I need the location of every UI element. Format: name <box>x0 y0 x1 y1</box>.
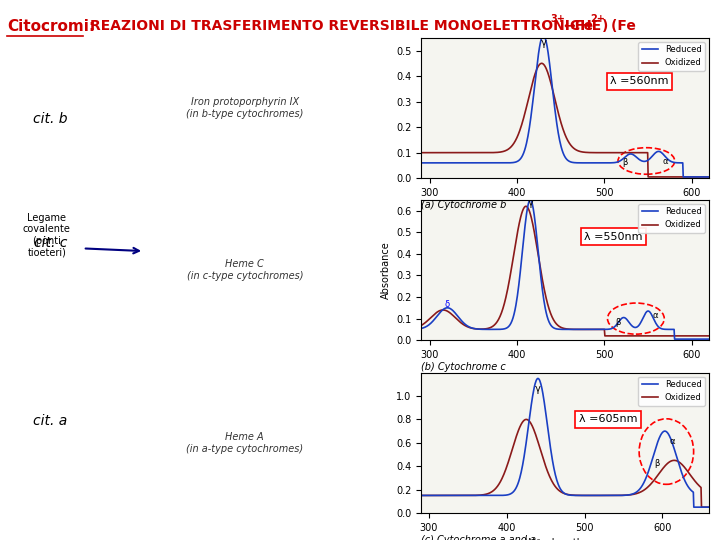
X-axis label: Wavelength, nm: Wavelength, nm <box>525 538 606 540</box>
Text: Iron protoporphyrin IX
(in b-type cytochromes): Iron protoporphyrin IX (in b-type cytoch… <box>186 97 304 119</box>
Text: α: α <box>670 436 675 446</box>
Text: (a) Cytochrome b: (a) Cytochrome b <box>421 200 507 210</box>
Text: (b) Cytochrome c: (b) Cytochrome c <box>421 362 506 372</box>
Text: 3+: 3+ <box>550 14 565 24</box>
Y-axis label: Absorbance: Absorbance <box>381 241 390 299</box>
Text: Heme A
(in a-type cytochromes): Heme A (in a-type cytochromes) <box>186 432 303 454</box>
Legend: Reduced, Oxidized: Reduced, Oxidized <box>639 42 705 71</box>
Text: λ =560nm: λ =560nm <box>610 76 669 86</box>
Text: Legame
covalente
(ponti
tioeteri): Legame covalente (ponti tioeteri) <box>23 213 71 257</box>
Text: (c) Cytochrome a and a₃: (c) Cytochrome a and a₃ <box>421 535 540 540</box>
Text: β: β <box>654 459 660 468</box>
Text: γ: γ <box>541 38 546 48</box>
Legend: Reduced, Oxidized: Reduced, Oxidized <box>639 204 705 233</box>
Text: cit. b: cit. b <box>33 112 68 126</box>
Text: λ =605nm: λ =605nm <box>579 414 637 424</box>
Text: cit. a: cit. a <box>33 414 68 428</box>
Text: cit. c: cit. c <box>34 236 67 250</box>
Text: γ: γ <box>535 383 541 394</box>
Text: ↔Fe: ↔Fe <box>563 19 593 33</box>
Text: Heme C
(in c-type cytochromes): Heme C (in c-type cytochromes) <box>186 259 303 281</box>
Text: ): ) <box>602 19 608 33</box>
Text: α: α <box>663 157 668 166</box>
Text: REAZIONI DI TRASFERIMENTO REVERSIBILE MONOELETTRONICHE  (Fe: REAZIONI DI TRASFERIMENTO REVERSIBILE MO… <box>90 19 636 33</box>
Text: β: β <box>615 318 620 327</box>
Text: 2+: 2+ <box>590 14 606 24</box>
Legend: Reduced, Oxidized: Reduced, Oxidized <box>639 377 705 406</box>
Text: λ =550nm: λ =550nm <box>584 232 642 241</box>
Text: δ: δ <box>445 300 450 309</box>
Text: β: β <box>622 158 627 167</box>
Text: γ: γ <box>527 198 534 208</box>
Text: Citocromi:: Citocromi: <box>7 19 95 34</box>
Text: α: α <box>652 311 658 320</box>
